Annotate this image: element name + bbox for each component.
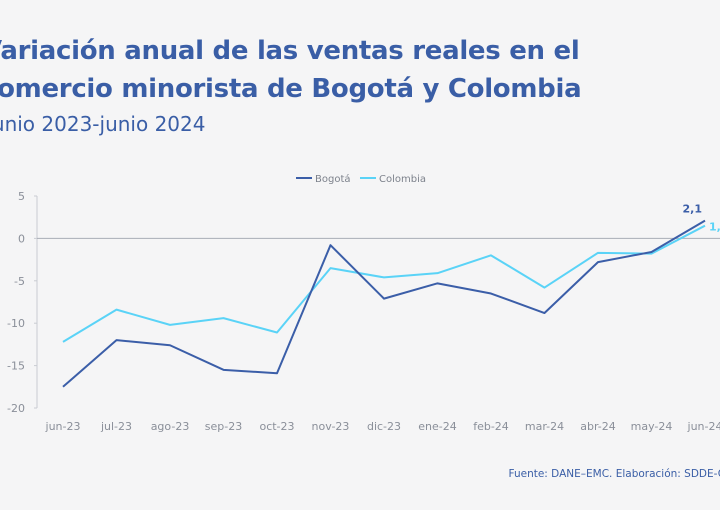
x-tick-label: oct-23 bbox=[259, 420, 294, 433]
series-line-colombia bbox=[62, 224, 706, 343]
y-tick-label: -15 bbox=[7, 360, 25, 373]
x-tick-label: abr-24 bbox=[580, 420, 616, 433]
x-tick-label: jul-23 bbox=[100, 420, 132, 433]
x-tick-label: jun-24 bbox=[687, 420, 720, 433]
y-tick-label: -10 bbox=[7, 317, 25, 330]
x-tick-label: feb-24 bbox=[473, 420, 509, 433]
y-tick-label: -5 bbox=[14, 275, 25, 288]
x-tick-label: dic-23 bbox=[367, 420, 401, 433]
legend-label-colombia: Colombia bbox=[379, 174, 426, 185]
x-tick-label: mar-24 bbox=[525, 420, 564, 433]
x-tick-label: jun-23 bbox=[45, 420, 81, 433]
title-line-1: Variación anual de las ventas reales en … bbox=[0, 36, 580, 66]
x-tick-label: ene-24 bbox=[418, 420, 456, 433]
end-label-bogota: 2,1 bbox=[683, 203, 703, 216]
legend-label-bogotá: Bogotá bbox=[315, 173, 351, 185]
series-line-bogotá bbox=[62, 219, 706, 388]
y-tick-label: 0 bbox=[18, 232, 25, 245]
end-label-colombia: 1,5 bbox=[709, 221, 720, 234]
y-tick-label: -20 bbox=[7, 402, 25, 415]
title-line-2: comercio minorista de Bogotá y Colombia bbox=[0, 74, 582, 104]
x-tick-label: nov-23 bbox=[312, 420, 350, 433]
x-tick-label: sep-23 bbox=[205, 420, 242, 433]
x-tick-label: may-24 bbox=[631, 420, 673, 433]
source-note: Fuente: DANE–EMC. Elaboración: SDDE-O bbox=[508, 468, 720, 480]
x-tick-label: ago-23 bbox=[151, 420, 190, 433]
chart-title: Variación anual de las ventas reales en … bbox=[0, 32, 582, 108]
chart-subtitle: Junio 2023-junio 2024 bbox=[0, 112, 206, 136]
y-tick-label: 5 bbox=[18, 190, 25, 203]
